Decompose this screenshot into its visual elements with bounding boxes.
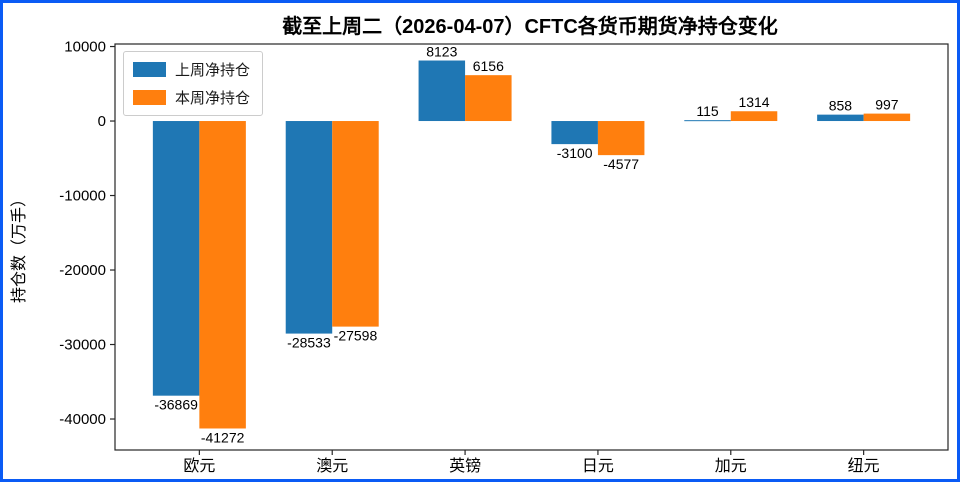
bar-series0-2 bbox=[418, 60, 466, 122]
bar-value-label: 6156 bbox=[473, 58, 504, 74]
bar-value-label: -36869 bbox=[154, 397, 198, 413]
bar-series0-5 bbox=[817, 114, 864, 122]
bar-value-label: 8123 bbox=[426, 44, 457, 60]
bar-value-label: -3100 bbox=[557, 145, 593, 161]
x-tick-label: 澳元 bbox=[316, 457, 348, 475]
bar-series1-0 bbox=[199, 121, 246, 429]
x-tick-label: 日元 bbox=[582, 458, 614, 475]
bar-chart-plot: 10000 0 -10000 -20000 -30000 -40000 -36869 -285… bbox=[59, 39, 949, 475]
bar-value-label: -41272 bbox=[201, 429, 245, 445]
bar-value-label: -4577 bbox=[603, 156, 639, 172]
bar-value-label: 1314 bbox=[738, 94, 769, 110]
bar-value-label: 997 bbox=[875, 97, 899, 113]
bar-series1-1 bbox=[332, 121, 379, 327]
y-tick-label: -10000 bbox=[59, 188, 106, 205]
bar-series0-4 bbox=[684, 120, 731, 122]
bar-value-label: -27598 bbox=[334, 328, 378, 344]
x-tick-label: 欧元 bbox=[183, 457, 215, 475]
y-tick-label: -40000 bbox=[59, 411, 106, 428]
bar-series0-1 bbox=[285, 121, 333, 334]
plot-frame bbox=[114, 43, 949, 451]
bar-series1-4 bbox=[730, 111, 778, 122]
bar-series0-3 bbox=[551, 121, 598, 145]
chart-title: 截至上周二（2026-04-07）CFTC各货币期货净持仓变化 bbox=[282, 16, 778, 38]
x-tick-label: 英镑 bbox=[449, 457, 481, 475]
legend-item-this-week: 本周净持仓 bbox=[133, 87, 250, 108]
legend: 上周净持仓 本周净持仓 bbox=[123, 51, 264, 116]
y-tick-label: 0 bbox=[98, 113, 106, 130]
bar-series1-3 bbox=[597, 121, 645, 156]
bar-value-label: 115 bbox=[696, 103, 719, 119]
bar-value-label: 858 bbox=[829, 98, 853, 114]
y-tick-label: 10000 bbox=[64, 39, 106, 56]
legend-swatch-prev-week bbox=[133, 62, 166, 77]
legend-label-this-week: 本周净持仓 bbox=[175, 90, 251, 107]
x-tick-label: 纽元 bbox=[848, 457, 880, 475]
legend-label-prev-week: 上周净持仓 bbox=[175, 62, 251, 79]
bar-value-label: -28533 bbox=[287, 335, 331, 351]
bar-series1-2 bbox=[465, 75, 512, 122]
legend-item-prev-week: 上周净持仓 bbox=[133, 59, 250, 80]
bar-series0-0 bbox=[152, 121, 200, 396]
bar-series1-5 bbox=[863, 113, 911, 122]
legend-swatch-this-week bbox=[133, 90, 166, 105]
y-tick-label: -20000 bbox=[59, 262, 106, 279]
x-tick-label: 加元 bbox=[715, 457, 747, 475]
y-tick-label: -30000 bbox=[59, 337, 106, 354]
